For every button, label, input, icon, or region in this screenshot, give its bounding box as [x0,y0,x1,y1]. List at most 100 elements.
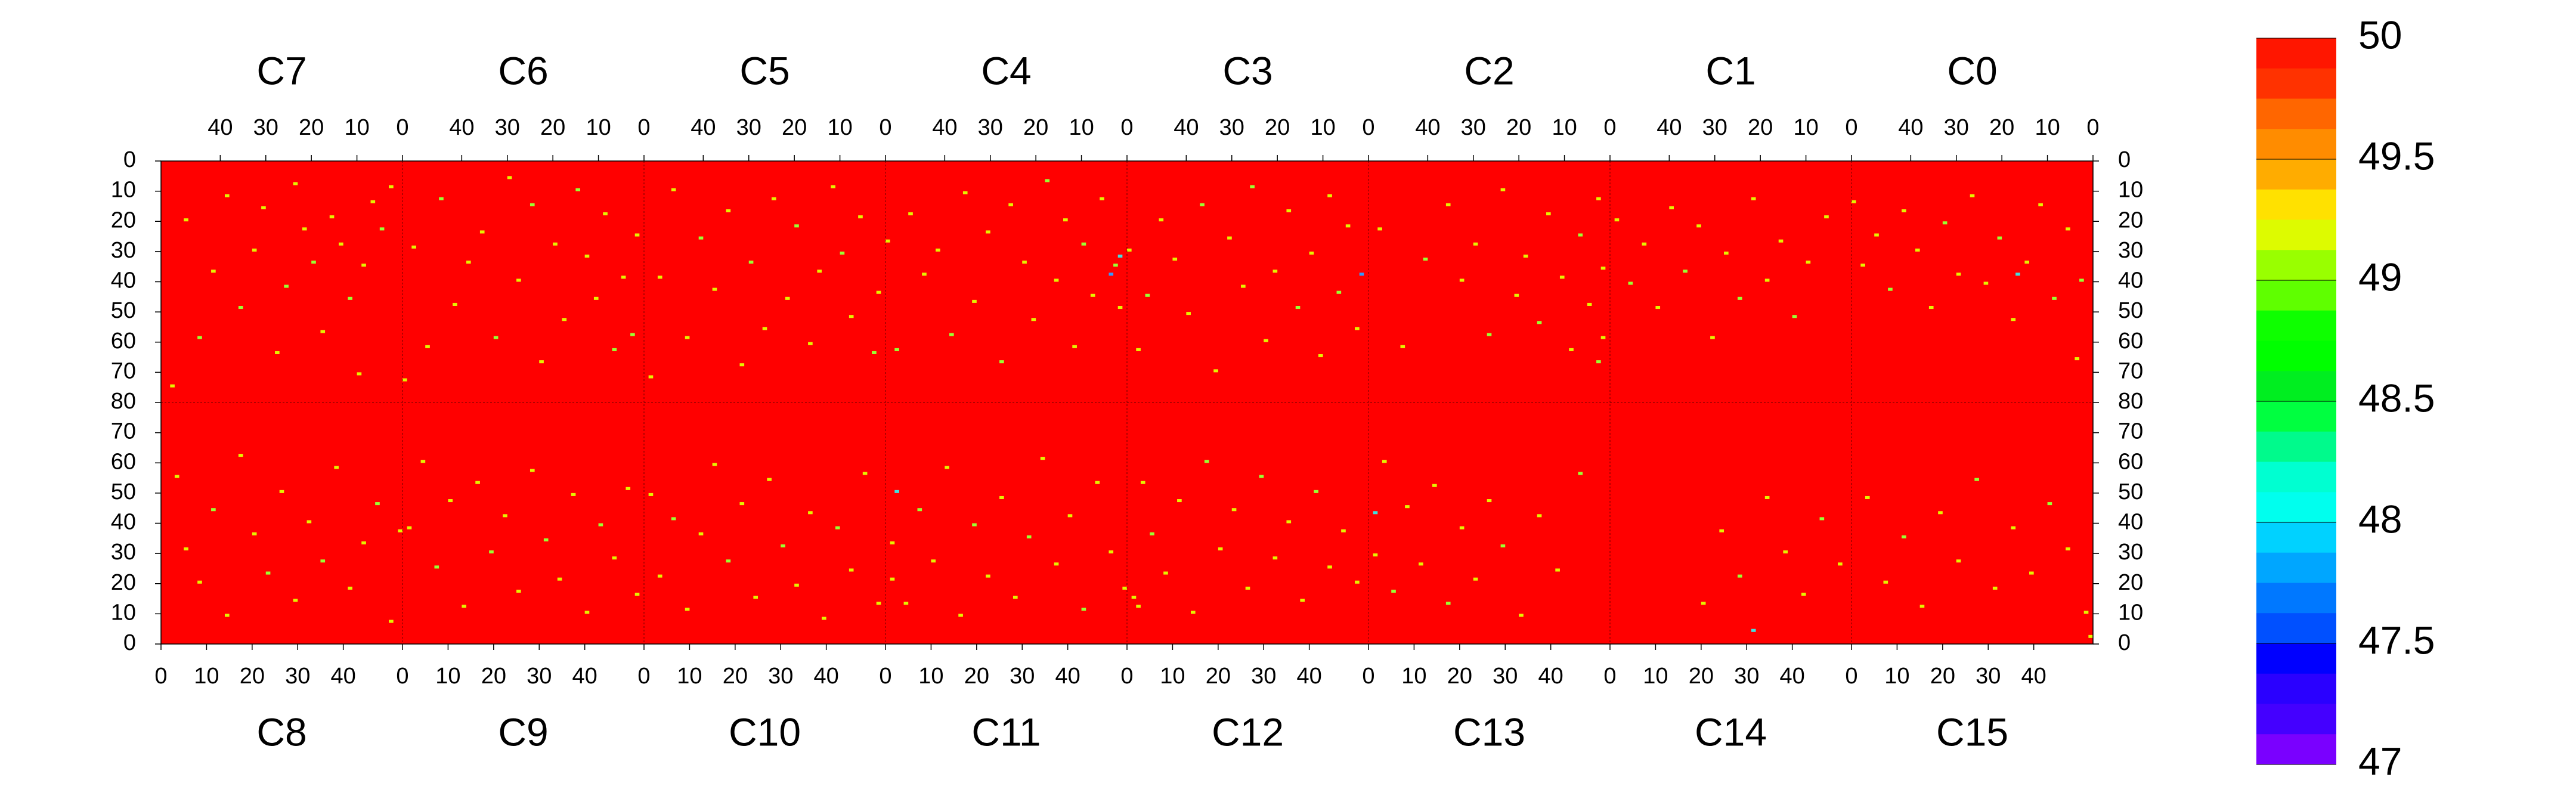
top-x-tick-label: 30 [253,115,278,140]
heatmap-cell [1569,348,1574,351]
colorbar-tick-label: 48.5 [2358,376,2435,420]
heatmap-cell [890,541,895,544]
heatmap-cell [1519,614,1524,617]
heatmap-cell [2047,502,2052,506]
heatmap-cell [2024,261,2030,264]
colorbar-segment [2256,522,2336,553]
heatmap-cell [958,614,963,617]
colorbar-segment [2256,250,2336,281]
heatmap-cell [1318,354,1323,358]
chamber-label-c3: C3 [1222,48,1272,92]
heatmap-cell [1487,499,1492,503]
heatmap-cell [516,278,521,282]
heatmap-cell [657,275,662,279]
heatmap-cell [361,264,366,267]
heatmap-cell [1127,248,1132,252]
bottom-x-tick-label: 10 [677,664,702,689]
y-tick-label-left: 0 [123,630,136,655]
heatmap-cell [945,466,949,469]
top-x-tick-label: 0 [637,115,650,140]
heatmap-cell [1500,544,1506,547]
bottom-x-tick-label: 0 [637,664,650,689]
y-tick-label-left: 70 [111,358,136,383]
heatmap-cell [557,577,562,581]
heatmap-cell [1459,278,1465,282]
heatmap-cell [894,348,899,351]
top-x-tick-label: 0 [1603,115,1616,140]
heatmap-cell [1272,556,1278,560]
heatmap-cell [420,460,426,463]
heatmap-cell [1400,345,1405,348]
heatmap-cell [1145,293,1150,297]
chamber-label-c4: C4 [981,48,1031,92]
heatmap-cell [949,333,954,336]
heatmap-cell [972,299,977,303]
heatmap-cell [2088,634,2093,638]
heatmap-cell [389,185,394,188]
heatmap-cell [903,602,909,605]
y-tick-label-right: 60 [2118,449,2143,474]
heatmap-cell [293,599,298,602]
heatmap-cell [808,342,813,345]
heatmap-cell [407,526,412,530]
heatmap-cell [553,242,558,246]
chamber-label-c13: C13 [1453,710,1525,754]
heatmap-cell [621,275,626,279]
heatmap-cell [184,218,188,222]
colorbar: 50 49.5 49 48.5 48 47.5 47 [2256,13,2435,783]
heatmap-cell [917,508,922,512]
bottom-x-tick-label: 30 [1734,664,1759,689]
heatmap-cell [507,176,512,179]
heatmap-cell [1095,481,1100,484]
heatmap-cell [767,478,772,481]
heatmap-cell [657,574,662,578]
top-x-tick-label: 10 [2035,115,2060,140]
heatmap-cell [334,466,339,469]
chamber-label-c0: C0 [1947,48,1997,92]
y-tick-label-left: 0 [123,147,136,172]
y-tick-label-right: 60 [2118,329,2143,354]
colorbar-segment [2256,673,2336,704]
top-x-tick-label: 20 [1265,115,1290,140]
chamber-label-c9: C9 [498,710,548,754]
bottom-x-tick-label: 10 [435,664,460,689]
heatmap-cell [1445,203,1451,206]
heatmap-cell [1355,327,1360,330]
heatmap-cell [1031,318,1036,321]
heatmap-cell [575,188,581,191]
bottom-x-tick-label: 40 [814,664,839,689]
y-tick-label-right: 50 [2118,479,2143,504]
heatmap-cell [771,197,776,200]
heatmap-cell [1523,254,1528,258]
heatmap-cell [598,523,603,527]
bottom-x-tick-label: 40 [1538,664,1563,689]
top-x-tick-label: 20 [1023,115,1048,140]
bottom-x-tick-label: 10 [1643,664,1668,689]
top-x-tick-label: 20 [1748,115,1773,140]
heatmap-cell [962,191,968,194]
heatmap-cell [822,617,826,620]
top-x-tick-label: 30 [978,115,1003,140]
heatmap-cell [1578,233,1583,237]
heatmap-cell [840,251,845,255]
top-x-tick-label: 30 [1461,115,1486,140]
colorbar-tick-label: 49.5 [2358,134,2435,178]
heatmap-cell [1537,514,1542,518]
heatmap-cell [1992,586,1998,590]
heatmap-cell [2011,526,2016,530]
heatmap-cell [1764,496,1770,499]
heatmap-cell [698,236,704,240]
heatmap-cell [936,248,940,252]
heatmap-cell [794,583,799,587]
bottom-x-tick-label: 30 [1251,664,1276,689]
top-x-tick-label: 30 [1702,115,1727,140]
y-tick-label-right: 50 [2118,298,2143,323]
chamber-label-c14: C14 [1695,710,1767,754]
heatmap-cell [448,499,453,503]
bottom-x-tick-label: 10 [1401,664,1426,689]
heatmap-cell [1345,224,1351,228]
colorbar-tick-label: 49 [2358,255,2402,299]
heatmap-cell [685,608,690,611]
heatmap-cell [1355,580,1360,584]
colorbar-segment [2256,401,2336,432]
